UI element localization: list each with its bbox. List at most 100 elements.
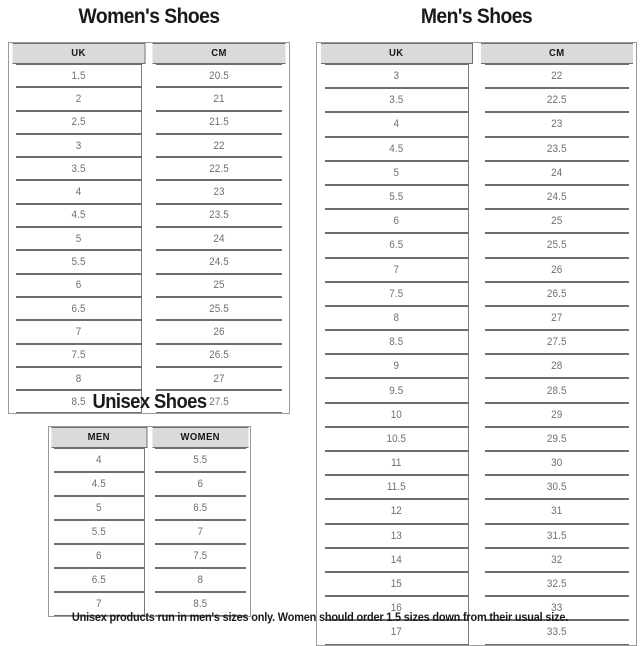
table-cell: 5 [16, 227, 142, 251]
table-cell: 25 [156, 273, 282, 297]
table-row: 12 31 [317, 499, 636, 524]
table-cell: 27 [156, 366, 282, 391]
table-cell: 26.5 [156, 343, 282, 367]
table-row: 4.5 23.5 [317, 136, 636, 161]
table-cell: 4.5 [16, 203, 142, 228]
table-cell: 20.5 [156, 64, 282, 88]
table-cell: 6 [324, 209, 469, 234]
table-cell: 31.5 [484, 523, 629, 548]
table-cell: 7 [154, 520, 245, 544]
table-row: 6 25 [9, 273, 289, 297]
table-row: 8 27 [317, 305, 636, 331]
table-cell: 21.5 [156, 110, 282, 134]
table-cell: 26.5 [484, 281, 629, 306]
table-row: 5.5 7 [49, 520, 250, 544]
table-cell: 10 [324, 402, 469, 427]
table-row: 5 6.5 [49, 496, 250, 520]
table-cell: 12 [324, 499, 469, 524]
table-cell: 5 [54, 496, 145, 520]
table-cell: 5 [324, 160, 469, 185]
unisex-shoes-panel: Unisex Shoes MEN WOMEN 4 5.5 4.5 6 5 6.5 5.5 7 6 7… [48, 390, 251, 617]
table-cell: 30.5 [484, 475, 629, 500]
table-cell: 14 [324, 547, 469, 572]
table-row: 9.5 28.5 [317, 378, 636, 403]
table-cell: 25.5 [484, 233, 629, 258]
table-cell: 28 [484, 354, 629, 379]
table-cell: 3.5 [16, 157, 142, 181]
table-cell: 4.5 [324, 136, 469, 161]
table-cell: 21 [156, 87, 282, 111]
table-row: 11.5 30.5 [317, 475, 636, 500]
table-cell: 27.5 [156, 390, 282, 414]
table-row: 3.5 22.5 [317, 88, 636, 113]
table-row: 8.5 27.5 [317, 330, 636, 355]
womens-table-body: 1.5 20.5 2 21 2.5 21.5 3 22 3.5 22.5 4 23 4.5 23.5 5 24… [9, 64, 289, 414]
table-cell: 6 [154, 472, 245, 496]
table-cell: 8.5 [154, 592, 245, 616]
mens-table-body: 3 22 3.5 22.5 4 23 4.5 23.5 5 24 5.5 24.5 6 25 6.5 25.5… [317, 64, 636, 645]
table-cell: 23 [156, 180, 282, 204]
table-cell: 28.5 [484, 378, 629, 403]
table-cell: 7 [324, 257, 469, 282]
column-header-women: WOMEN [152, 427, 248, 448]
table-cell: 27.5 [484, 330, 629, 355]
table-cell: 23.5 [484, 136, 629, 161]
table-row: 10 29 [317, 402, 636, 427]
table-cell: 6 [54, 544, 145, 568]
table-row: 3.5 22.5 [9, 157, 289, 181]
table-cell: 6.5 [154, 496, 245, 520]
column-header-cm: CM [152, 43, 286, 64]
size-guidance-note: Unisex products run in men's sizes only.… [71, 612, 569, 624]
table-cell: 24.5 [156, 250, 282, 274]
table-cell: 4 [54, 448, 145, 472]
table-cell: 23.5 [156, 203, 282, 228]
table-cell: 7.5 [154, 544, 245, 568]
column-header-cm: CM [480, 43, 633, 64]
table-row: 6 25 [317, 209, 636, 234]
table-row: 4 5.5 [49, 448, 250, 472]
column-header-uk: UK [12, 43, 146, 64]
table-cell: 23 [484, 112, 629, 137]
unisex-size-table: MEN WOMEN 4 5.5 4.5 6 5 6.5 5.5 7 6 7.5 6.5 8 7 8.5 [48, 426, 251, 617]
table-cell: 8 [154, 568, 245, 592]
table-row: 2.5 21.5 [9, 110, 289, 134]
column-header-men: MEN [51, 427, 147, 448]
table-cell: 4.5 [54, 472, 145, 496]
table-cell: 5.5 [54, 520, 145, 544]
table-cell: 1.5 [16, 64, 142, 88]
table-cell: 32 [484, 547, 629, 572]
table-cell: 4 [16, 180, 142, 204]
table-cell: 6.5 [16, 296, 142, 321]
table-row: 5 24 [9, 227, 289, 251]
table-cell: 24 [484, 160, 629, 185]
table-cell: 16 [324, 596, 469, 621]
table-cell: 9 [324, 354, 469, 379]
table-row: 6 7.5 [49, 544, 250, 568]
table-row: 8 27 [9, 366, 289, 391]
table-cell: 32.5 [484, 571, 629, 597]
table-row: 3 22 [317, 64, 636, 89]
table-row: 7.5 26.5 [9, 343, 289, 367]
table-cell: 4 [324, 112, 469, 137]
table-row: 14 32 [317, 547, 636, 572]
unisex-table-body: 4 5.5 4.5 6 5 6.5 5.5 7 6 7.5 6.5 8 7 8.5 [49, 448, 250, 616]
table-cell: 8 [16, 366, 142, 391]
table-header-row: UK CM [317, 43, 636, 64]
table-row: 13 31.5 [317, 523, 636, 548]
table-cell: 25 [484, 209, 629, 234]
table-cell: 5.5 [324, 184, 469, 210]
table-cell: 22.5 [156, 157, 282, 181]
table-row: 9 28 [317, 354, 636, 379]
table-row: 3 22 [9, 133, 289, 158]
mens-shoes-panel: Men's Shoes UK CM 3 22 3.5 22.5 4 23 4.5 23.5 5 24… [316, 4, 637, 646]
womens-shoes-title: Women's Shoes [78, 5, 220, 28]
table-cell: 7 [16, 320, 142, 344]
table-cell: 11 [324, 451, 469, 476]
table-row: 5.5 24.5 [317, 184, 636, 210]
table-row: 6.5 8 [49, 568, 250, 592]
table-cell: 8.5 [324, 330, 469, 355]
table-row: 10.5 29.5 [317, 426, 636, 451]
table-row: 5 24 [317, 160, 636, 185]
table-cell: 22 [484, 64, 629, 89]
table-row: 8.5 27.5 [9, 390, 289, 414]
